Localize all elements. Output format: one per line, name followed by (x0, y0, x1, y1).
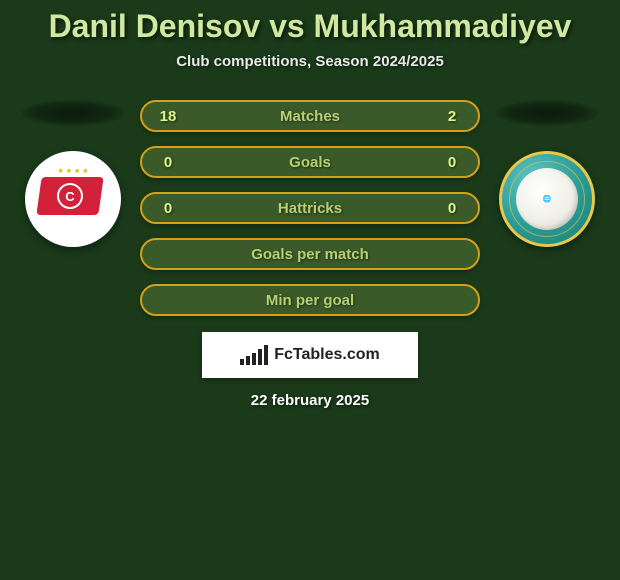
stat-row: 0 Hattricks 0 (140, 192, 480, 224)
stat-left-value: 0 (156, 200, 180, 217)
nasaf-globe-icon: 🌐 (543, 195, 552, 203)
content-row: ★ ★ ★ ★ C 18 Matches 2 0 Goals 0 0 Hattricks 0 Go… (0, 100, 620, 316)
stat-left-value: 18 (156, 108, 180, 125)
right-club-badge: 🌐 (499, 151, 595, 247)
stat-right-value: 2 (440, 108, 464, 125)
stat-row: 0 Goals 0 (140, 146, 480, 178)
stats-column: 18 Matches 2 0 Goals 0 0 Hattricks 0 Goals per ma… (140, 100, 480, 316)
stat-label: Hattricks (278, 200, 342, 217)
stat-right-value: 0 (440, 154, 464, 171)
stat-row: 18 Matches 2 (140, 100, 480, 132)
spartak-badge-inner: ★ ★ ★ ★ C (39, 177, 107, 221)
stat-row: Min per goal (140, 284, 480, 316)
stat-label: Min per goal (266, 292, 354, 309)
star-icon: ★ (74, 167, 80, 175)
left-club-badge: ★ ★ ★ ★ C (25, 151, 121, 247)
bar-icon (258, 349, 262, 365)
star-icon: ★ (82, 167, 88, 175)
spartak-diamond: C (36, 177, 103, 215)
left-column: ★ ★ ★ ★ C (18, 100, 128, 247)
bar-icon (264, 345, 268, 365)
stat-row: Goals per match (140, 238, 480, 270)
comparison-card: Danil Denisov vs Mukhammadiyev Club comp… (0, 0, 620, 409)
stars-row: ★ ★ ★ ★ (57, 167, 88, 175)
fctables-bars-icon (240, 345, 268, 365)
page-title: Danil Denisov vs Mukhammadiyev (0, 8, 620, 45)
date-line: 22 february 2025 (0, 392, 620, 409)
shadow-ellipse-left (21, 100, 125, 126)
bar-icon (246, 356, 250, 365)
stat-label: Goals (289, 154, 331, 171)
bar-icon (240, 359, 244, 365)
footer-brand-text: FcTables.com (274, 346, 380, 364)
star-icon: ★ (57, 167, 63, 175)
star-icon: ★ (66, 167, 72, 175)
stat-label: Goals per match (251, 246, 369, 263)
stat-right-value: 0 (440, 200, 464, 217)
bar-icon (252, 353, 256, 365)
stat-left-value: 0 (156, 154, 180, 171)
subtitle: Club competitions, Season 2024/2025 (0, 53, 620, 70)
nasaf-badge-inner: 🌐 (516, 168, 578, 230)
right-column: 🌐 (492, 100, 602, 247)
footer-brand-box: FcTables.com (202, 332, 418, 378)
spartak-emblem-letter: C (57, 183, 83, 209)
stat-label: Matches (280, 108, 340, 125)
shadow-ellipse-right (495, 100, 599, 126)
